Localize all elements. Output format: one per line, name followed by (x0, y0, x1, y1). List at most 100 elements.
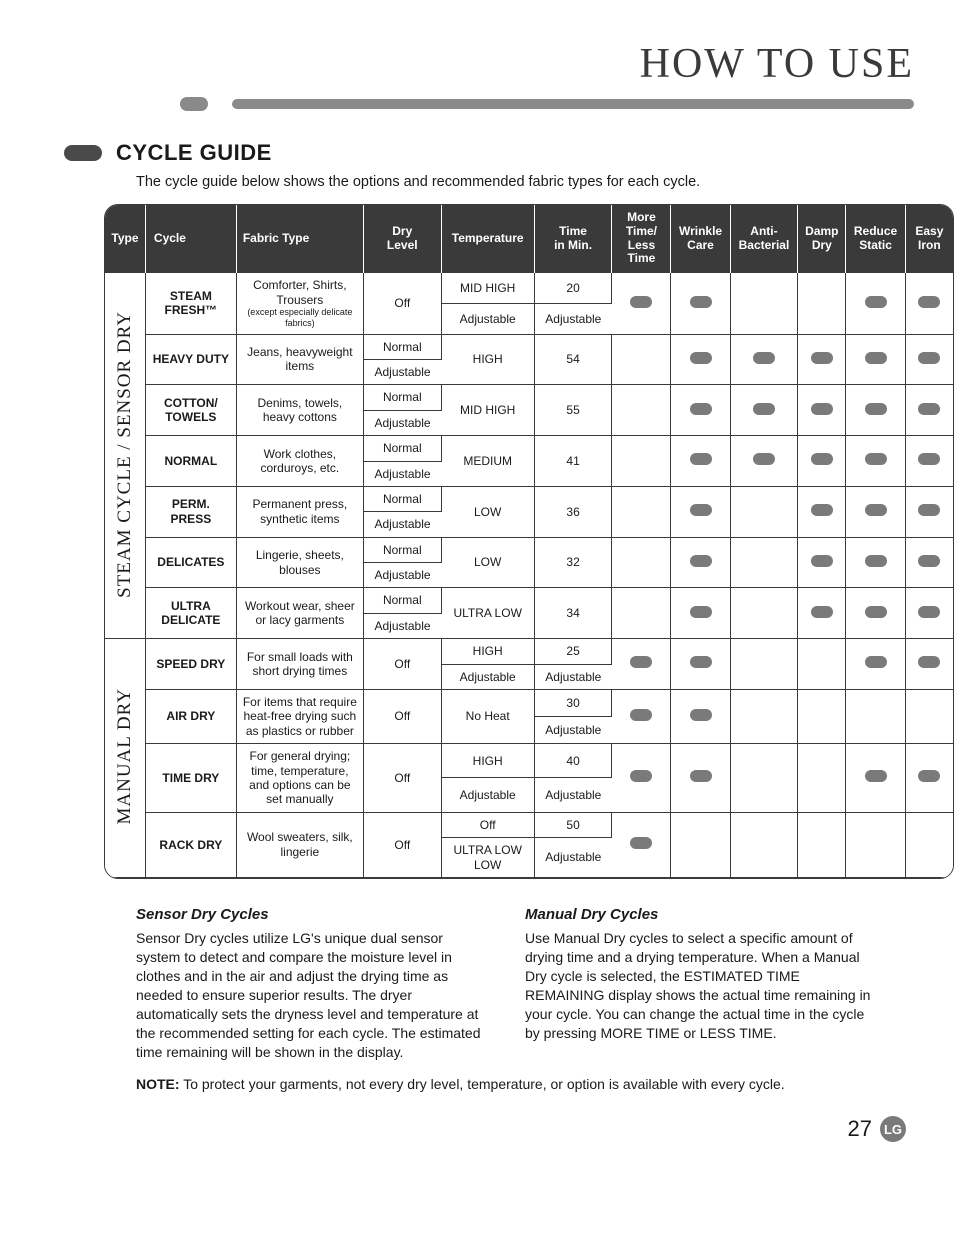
dry-level-cell: Off (363, 744, 441, 813)
option-available-icon (630, 296, 652, 308)
damp-dry-cell (798, 639, 846, 690)
more-less-time-cell (612, 744, 671, 813)
table-row: TIME DRYFor general drying; time, temper… (105, 744, 953, 778)
fabric-type-cell: Jeans, heavyweight items (236, 334, 363, 385)
anti-bacterial-cell (730, 385, 798, 436)
option-available-icon (918, 606, 940, 618)
option-available-icon (811, 606, 833, 618)
damp-dry-cell (798, 537, 846, 588)
page-footer: 27 LG (40, 1116, 914, 1142)
easy-iron-cell (905, 334, 953, 385)
cycle-name-cell: AIR DRY (145, 690, 236, 744)
table-row: RACK DRYWool sweaters, silk, lingerieOff… (105, 812, 953, 837)
th-more-less: More Time/Less Time (612, 205, 671, 273)
temperature-cell: MEDIUM (441, 436, 534, 487)
easy-iron-cell (905, 639, 953, 690)
more-less-time-cell (612, 486, 671, 537)
type-group-cell: STEAM CYCLE / SENSOR DRY (105, 273, 145, 639)
temperature-cell: LOW (441, 537, 534, 588)
option-available-icon (630, 709, 652, 721)
th-reduce: ReduceStatic (846, 205, 905, 273)
section-bullet-icon (64, 145, 102, 161)
time-cell: Adjustable (534, 303, 612, 334)
option-available-icon (690, 403, 712, 415)
time-cell: 55 (534, 385, 612, 436)
option-available-icon (865, 656, 887, 668)
table-row: AIR DRYFor items that require heat-free … (105, 690, 953, 717)
temperature-cell: Adjustable (441, 778, 534, 812)
wrinkle-care-cell (671, 273, 730, 334)
easy-iron-cell (905, 744, 953, 813)
option-available-icon (690, 709, 712, 721)
option-available-icon (865, 403, 887, 415)
type-group-label: STEAM CYCLE / SENSOR DRY (114, 311, 137, 598)
reduce-static-cell (846, 334, 905, 385)
dry-level-cell: Normal (363, 334, 441, 359)
table-row: HEAVY DUTYJeans, heavyweight itemsNormal… (105, 334, 953, 359)
option-available-icon (918, 453, 940, 465)
time-cell: 41 (534, 436, 612, 487)
option-available-icon (753, 403, 775, 415)
more-less-time-cell (612, 436, 671, 487)
dry-level-cell: Off (363, 690, 441, 744)
damp-dry-cell (798, 273, 846, 334)
option-available-icon (690, 555, 712, 567)
option-available-icon (865, 504, 887, 516)
reduce-static-cell (846, 639, 905, 690)
reduce-static-cell (846, 588, 905, 639)
option-available-icon (811, 504, 833, 516)
fabric-type-cell: Wool sweaters, silk, lingerie (236, 812, 363, 877)
th-wrinkle: WrinkleCare (671, 205, 730, 273)
wrinkle-care-cell (671, 812, 730, 877)
table-row: NORMALWork clothes, corduroys, etc.Norma… (105, 436, 953, 461)
temperature-cell: Adjustable (441, 664, 534, 689)
option-available-icon (918, 352, 940, 364)
th-easy: EasyIron (905, 205, 953, 273)
option-available-icon (690, 656, 712, 668)
dry-level-cell: Normal (363, 537, 441, 562)
more-less-time-cell (612, 385, 671, 436)
section-heading-row: CYCLE GUIDE (64, 140, 914, 166)
cycle-name-cell: RACK DRY (145, 812, 236, 877)
time-cell: 40 (534, 744, 612, 778)
damp-dry-cell (798, 385, 846, 436)
wrinkle-care-cell (671, 385, 730, 436)
cycle-name-cell: NORMAL (145, 436, 236, 487)
damp-dry-cell (798, 744, 846, 813)
time-cell: Adjustable (534, 778, 612, 812)
damp-dry-cell (798, 334, 846, 385)
option-available-icon (865, 606, 887, 618)
time-cell: 34 (534, 588, 612, 639)
dry-level-cell: Adjustable (363, 410, 441, 435)
wrinkle-care-cell (671, 486, 730, 537)
damp-dry-cell (798, 486, 846, 537)
option-available-icon (865, 770, 887, 782)
anti-bacterial-cell (730, 639, 798, 690)
table-row: MANUAL DRYSPEED DRYFor small loads with … (105, 639, 953, 664)
fabric-type-cell: Work clothes, corduroys, etc. (236, 436, 363, 487)
option-available-icon (811, 352, 833, 364)
wrinkle-care-cell (671, 690, 730, 744)
reduce-static-cell (846, 436, 905, 487)
type-group-label: MANUAL DRY (114, 688, 137, 825)
th-temperature: Temperature (441, 205, 534, 273)
anti-bacterial-cell (730, 588, 798, 639)
more-less-time-cell (612, 334, 671, 385)
th-fabric: Fabric Type (236, 205, 363, 273)
temperature-cell: HIGH (441, 334, 534, 385)
wrinkle-care-cell (671, 588, 730, 639)
wrinkle-care-cell (671, 639, 730, 690)
cycle-guide-table: Type Cycle Fabric Type DryLevel Temperat… (104, 204, 954, 879)
reduce-static-cell (846, 690, 905, 744)
option-available-icon (690, 770, 712, 782)
brand-logo-icon: LG (880, 1116, 906, 1142)
th-damp: DampDry (798, 205, 846, 273)
dry-level-cell: Normal (363, 436, 441, 461)
option-available-icon (918, 555, 940, 567)
note-label: NOTE: (136, 1076, 180, 1092)
dry-level-cell: Adjustable (363, 359, 441, 384)
time-cell: Adjustable (534, 664, 612, 689)
table-row: DELICATESLingerie, sheets, blousesNormal… (105, 537, 953, 562)
time-cell: 32 (534, 537, 612, 588)
option-available-icon (690, 453, 712, 465)
